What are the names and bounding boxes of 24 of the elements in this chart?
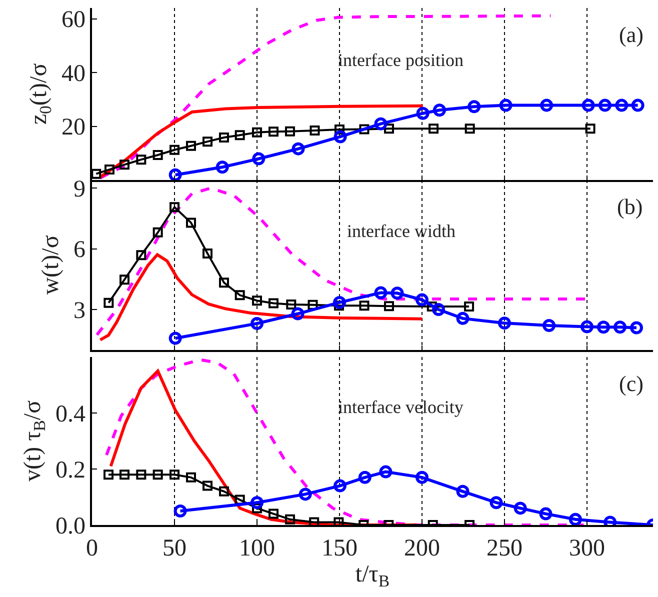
y-tick-label: 0.4: [55, 401, 86, 428]
annotation: interface position: [338, 50, 464, 70]
x-tick-label: 50: [162, 536, 186, 562]
y-tick-label: 3: [73, 298, 86, 324]
annotation: interface velocity: [338, 397, 464, 417]
x-tick-label: 0: [86, 536, 98, 562]
x-tick-label: 200: [404, 536, 440, 562]
y-tick-label: 0.0: [55, 513, 86, 540]
x-tick-label: 250: [486, 536, 522, 562]
y-tick-label: 20: [61, 114, 86, 141]
x-tick-label: 150: [322, 536, 358, 562]
x-axis-title: t/τ$_{B}$: [355, 562, 390, 591]
x-tick-label: 300: [569, 536, 605, 562]
y-tick-label: 0.2: [55, 457, 86, 484]
annotation: (c): [619, 371, 644, 396]
y-tick-label: 6: [73, 237, 86, 264]
y-tick-label: 60: [61, 7, 86, 34]
y-axis-title: w(t)/σ: [38, 235, 64, 295]
y-tick-label: 40: [61, 60, 86, 87]
annotation: (a): [619, 22, 644, 47]
x-tick-label: 100: [239, 536, 275, 562]
annotation: (b): [617, 194, 643, 219]
y-tick-label: 9: [73, 176, 86, 202]
annotation: interface width: [347, 221, 456, 241]
